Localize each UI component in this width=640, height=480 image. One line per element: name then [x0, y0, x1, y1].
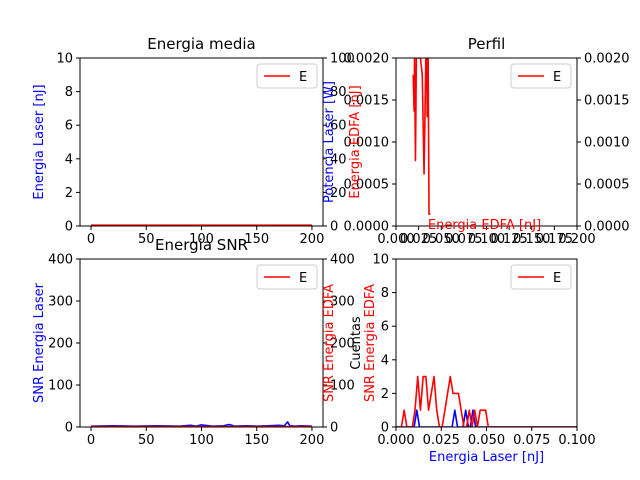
x-tick-label: 200 — [300, 433, 325, 448]
legend-label: E — [553, 271, 561, 286]
y-axis-label-left: Energia Laser [nJ] — [32, 84, 47, 199]
legend: E — [256, 63, 318, 89]
chart-title: Perfil — [468, 35, 506, 53]
x-axis-label-top: Energia EDFA [nJ] — [428, 218, 541, 233]
chart-title: Energia SNR — [155, 236, 248, 254]
x-tick-label: 0.075 — [445, 232, 482, 247]
y-tick-label-left: 300 — [48, 295, 73, 310]
y-axis-label-left: Cuentas — [349, 316, 364, 370]
x-tick-label: 0.000 — [377, 232, 414, 247]
x-tick-label: 0.000 — [377, 433, 414, 448]
x-tick-label: 0.100 — [558, 433, 595, 448]
y-tick-label-right: 100 — [330, 52, 355, 67]
y-tick-label-left: 10 — [56, 52, 73, 67]
y-tick-label-right: 0.0015 — [584, 94, 630, 109]
x-tick-label: 100 — [189, 232, 214, 247]
legend: E — [256, 264, 318, 290]
x-tick-label: 0.100 — [468, 232, 505, 247]
x-tick-label: 0.050 — [423, 232, 460, 247]
legend: E — [510, 264, 572, 290]
y-tick-label-right: 400 — [330, 253, 355, 268]
y-tick-label-left: 8 — [381, 286, 389, 301]
x-tick-label: 0.150 — [513, 232, 550, 247]
y-axis-label-left: SNR Energia Laser — [32, 282, 47, 403]
y-tick-label-left: 0 — [381, 421, 389, 436]
y-tick-label-left: 8 — [65, 85, 73, 100]
y-tick-label-right: 80 — [330, 85, 347, 100]
x-tick-label: 0.200 — [558, 232, 595, 247]
y-tick-label-left: 0.0000 — [344, 220, 390, 235]
series-line-blue-0 — [396, 409, 577, 427]
y-tick-label-left: 4 — [381, 353, 389, 368]
x-tick-label: 150 — [244, 232, 269, 247]
series-line-e-0 — [412, 58, 431, 216]
y-tick-label-left: 100 — [48, 379, 73, 394]
x-tick-label: 0 — [87, 433, 95, 448]
x-tick-label: 50 — [138, 433, 155, 448]
y-tick-label-right: 60 — [330, 119, 347, 134]
series-line-blue-0 — [91, 421, 312, 427]
y-tick-label-left: 400 — [48, 253, 73, 268]
legend-label: E — [299, 70, 307, 85]
subplot-perfil: 0.0000.0250.0500.0750.1000.1250.1500.175… — [344, 35, 630, 247]
y-tick-label-right: 40 — [330, 152, 347, 167]
y-tick-label-left: 200 — [48, 337, 73, 352]
x-tick-label: 50 — [138, 232, 155, 247]
y-tick-label-left: 10 — [372, 253, 389, 268]
x-tick-label: 0.025 — [400, 232, 437, 247]
x-tick-label: 0 — [87, 232, 95, 247]
legend: E — [510, 63, 572, 89]
y-tick-label-left: 6 — [381, 320, 389, 335]
y-tick-label-right: 0 — [330, 220, 338, 235]
y-tick-label-left: 0.0005 — [344, 178, 390, 193]
x-tick-label: 0.050 — [468, 433, 505, 448]
y-tick-label-left: 6 — [65, 119, 73, 134]
x-axis-label: Energia Laser [nJ] — [429, 450, 544, 465]
y-axis-label-right: SNR Energia EDFA — [363, 284, 378, 402]
subplot-histograma: 0.000 0.025 0.050 0.075 0.100 0 2 4 6 8 10 Cuentas S… — [349, 253, 596, 466]
x-tick-label: 150 — [244, 433, 269, 448]
y-tick-label-right: 300 — [330, 295, 355, 310]
x-tick-label: 0.175 — [536, 232, 573, 247]
y-tick-label-right: 0.0010 — [584, 136, 630, 151]
y-tick-label-left: 0 — [65, 421, 73, 436]
y-tick-label-left: 0 — [65, 220, 73, 235]
x-tick-label: 0.075 — [513, 433, 550, 448]
y-tick-label-right: 0.0000 — [584, 220, 630, 235]
y-axis-label-left: Energia EDFA [nJ] — [348, 85, 363, 198]
y-tick-label-right: 20 — [330, 186, 347, 201]
x-tick-label: 100 — [189, 433, 214, 448]
y-tick-label-right: 100 — [330, 379, 355, 394]
legend-label: E — [299, 271, 307, 286]
y-axis-label-right: SNR Energia EDFA — [322, 284, 337, 402]
y-tick-label-right: 0 — [330, 421, 338, 436]
y-axis-label-right: Potencia Laser [W] — [322, 81, 337, 203]
series-line-e-1 — [396, 375, 577, 427]
y-tick-label-left: 2 — [65, 186, 73, 201]
y-tick-label-left: 0.0010 — [344, 136, 390, 151]
subplot-energia-snr: 0 50 100 150 200 0 100 200 300 400 0 100 200 300 400 En… — [32, 236, 355, 448]
y-tick-label-right: 200 — [330, 337, 355, 352]
chart-title: Energia media — [147, 35, 256, 53]
y-tick-label-left: 0.0015 — [344, 94, 390, 109]
y-tick-label-right: 0.0005 — [584, 178, 630, 193]
x-tick-label: 0.125 — [491, 232, 528, 247]
legend-label: E — [553, 70, 561, 85]
x-tick-label: 200 — [300, 232, 325, 247]
y-tick-label-left: 4 — [65, 152, 73, 167]
y-tick-label-left: 2 — [381, 387, 389, 402]
y-tick-label-left: 0.0020 — [344, 52, 390, 67]
y-tick-label-right: 0.0020 — [584, 52, 630, 67]
x-tick-label: 0.025 — [423, 433, 460, 448]
